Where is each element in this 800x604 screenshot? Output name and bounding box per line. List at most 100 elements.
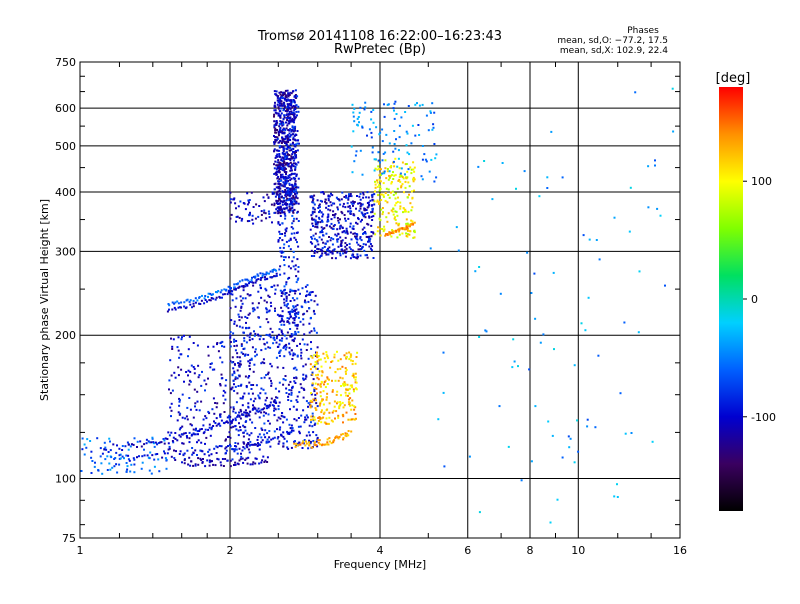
data-point [288,182,291,185]
data-point [279,102,281,105]
data-point [225,288,228,291]
data-point [310,330,313,333]
data-point [294,290,297,292]
data-point [282,431,285,434]
data-point [360,204,363,207]
data-point [313,252,316,255]
data-point [287,209,290,212]
data-point [328,195,331,198]
data-point [351,202,354,205]
data-point [400,184,403,187]
data-point [413,221,416,224]
data-point [166,310,169,313]
data-point [314,232,317,235]
data-point [356,257,359,260]
data-point [168,447,171,450]
data-point [271,285,274,288]
data-point [337,414,340,417]
data-point [109,449,112,452]
data-point [286,153,289,156]
data-point [326,392,329,395]
data-point [293,143,296,146]
data-point [293,118,296,121]
data-point [573,364,576,367]
data-point [289,300,292,302]
data-point [313,211,316,214]
data-point [266,407,268,410]
data-point [279,233,282,235]
data-point [282,149,285,152]
data-point [394,216,396,219]
data-point [303,333,306,336]
data-point [287,383,290,386]
data-point [287,107,290,110]
data-point [297,161,300,164]
data-point [233,363,236,366]
data-point [316,199,319,202]
data-point [293,217,295,220]
data-point [292,305,295,308]
data-point [355,237,357,239]
data-point [205,383,208,386]
data-point [326,422,329,425]
data-point [292,159,295,162]
data-point [190,424,193,427]
data-point [411,220,414,223]
data-point [295,308,298,311]
data-point [291,120,294,123]
data-point [196,299,199,302]
data-point [413,236,416,239]
data-point [336,217,339,219]
data-point [178,434,181,437]
data-point [219,296,221,299]
data-point [277,333,280,336]
data-point [238,325,241,328]
data-point [553,348,555,351]
data-point [353,376,355,379]
data-point [246,432,249,435]
data-point [289,117,292,120]
data-point [334,213,337,215]
data-point [233,320,236,323]
data-point [364,106,367,109]
data-point [252,400,255,403]
data-point [311,237,313,240]
data-point [433,180,436,183]
data-point [292,105,295,107]
data-point [221,361,224,364]
data-point [311,199,314,202]
data-point [119,457,122,460]
data-point [310,446,313,449]
data-point [284,154,287,157]
data-point [370,224,373,227]
data-point [192,342,195,344]
data-point [378,133,381,136]
data-point [185,415,188,418]
data-point [316,303,319,306]
data-point [413,189,415,192]
data-point [423,153,426,156]
data-point [369,247,372,250]
data-point [201,461,204,463]
data-point [296,401,299,403]
data-point [280,251,283,254]
data-point [136,440,139,443]
data-point [243,354,246,357]
data-point [337,208,339,211]
data-point [281,337,284,340]
data-point [474,270,477,273]
data-point [293,203,296,206]
data-point [305,375,308,378]
data-point [344,255,347,258]
data-point [455,226,458,229]
data-point [169,406,172,409]
data-point [290,391,293,394]
data-point [394,174,397,177]
data-point [345,357,348,360]
data-point [310,347,313,350]
data-point [400,186,403,189]
data-point [334,417,336,420]
data-point [282,181,285,184]
data-point [292,147,295,150]
data-point [331,194,334,197]
